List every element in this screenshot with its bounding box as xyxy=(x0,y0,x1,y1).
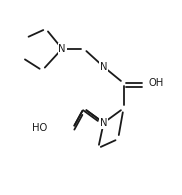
Text: HO: HO xyxy=(32,123,48,133)
Text: N: N xyxy=(100,62,107,72)
Text: OH: OH xyxy=(149,78,164,88)
Text: N: N xyxy=(58,44,66,54)
Text: N: N xyxy=(100,118,107,128)
